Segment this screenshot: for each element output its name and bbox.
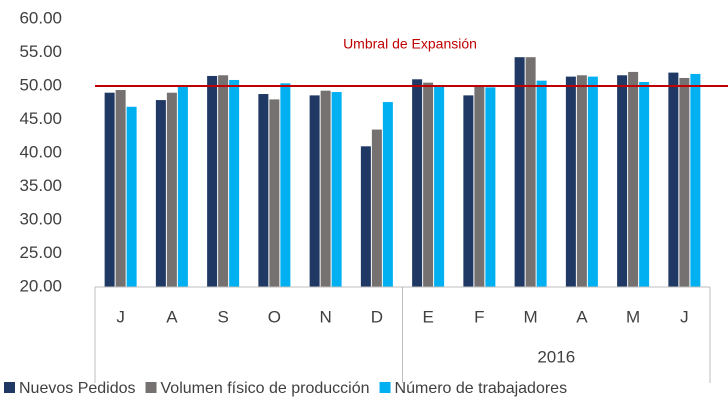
x-tick-label: J: [116, 307, 125, 326]
bar: [104, 92, 115, 287]
bar: [514, 57, 525, 287]
x-tick-label: N: [319, 307, 331, 326]
bar: [474, 86, 485, 287]
y-tick-label: 60.00: [19, 8, 62, 27]
x-tick-label: E: [422, 307, 433, 326]
bar: [628, 71, 639, 288]
legend-swatch: [4, 382, 15, 393]
bar: [668, 72, 679, 287]
y-tick-label: 35.00: [19, 176, 62, 195]
bar: [463, 95, 474, 287]
y-tick-label: 40.00: [19, 142, 62, 161]
y-tick-label: 30.00: [19, 209, 62, 228]
legend-swatch: [379, 382, 391, 393]
reference-label: Umbral de Expansión: [343, 36, 477, 52]
bar: [126, 106, 137, 288]
bar: [371, 129, 382, 287]
bar: [360, 146, 371, 287]
bar: [617, 75, 628, 287]
x-tick-label: M: [524, 307, 538, 326]
bar: [679, 77, 690, 288]
y-tick-label: 55.00: [19, 42, 62, 61]
bar: [320, 90, 331, 287]
bar: [331, 92, 342, 287]
x-tick-label: D: [371, 307, 383, 326]
bar: [115, 90, 126, 288]
bar: [218, 75, 229, 287]
bar: [690, 73, 701, 287]
bar: [536, 80, 547, 287]
bar: [412, 79, 423, 287]
bar: [280, 83, 291, 287]
x-tick-label: F: [474, 307, 484, 326]
bar: [587, 76, 598, 288]
bar: [576, 75, 587, 287]
x-tick-label: A: [576, 307, 588, 326]
y-tick-label: 20.00: [19, 276, 62, 295]
bar: [639, 81, 650, 287]
x-tick-label: J: [680, 307, 689, 326]
legend-label: Nuevos Pedidos: [19, 380, 136, 397]
legend-label: Volumen físico de producción: [161, 380, 370, 397]
group-label: 2016: [537, 347, 575, 366]
x-tick-label: S: [217, 307, 228, 326]
bar: [177, 86, 188, 287]
bar: [309, 95, 320, 287]
bar: [155, 100, 166, 287]
bar: [423, 82, 434, 288]
bar: [229, 79, 240, 287]
bar: [258, 94, 269, 287]
bar: [382, 102, 393, 287]
bar: [485, 87, 496, 287]
legend-label: Número de trabajadores: [395, 380, 568, 397]
bar: [525, 57, 536, 287]
y-tick-label: 25.00: [19, 243, 62, 262]
y-tick-label: 45.00: [19, 109, 62, 128]
bar: [434, 86, 445, 287]
legend-swatch: [145, 382, 157, 393]
x-tick-label: M: [626, 307, 640, 326]
bar: [207, 75, 218, 287]
bar: [166, 92, 177, 287]
x-tick-label: O: [268, 307, 281, 326]
x-tick-label: A: [166, 307, 178, 326]
bar: [269, 99, 280, 288]
y-tick-label: 50.00: [19, 75, 62, 94]
bar: [565, 76, 576, 288]
